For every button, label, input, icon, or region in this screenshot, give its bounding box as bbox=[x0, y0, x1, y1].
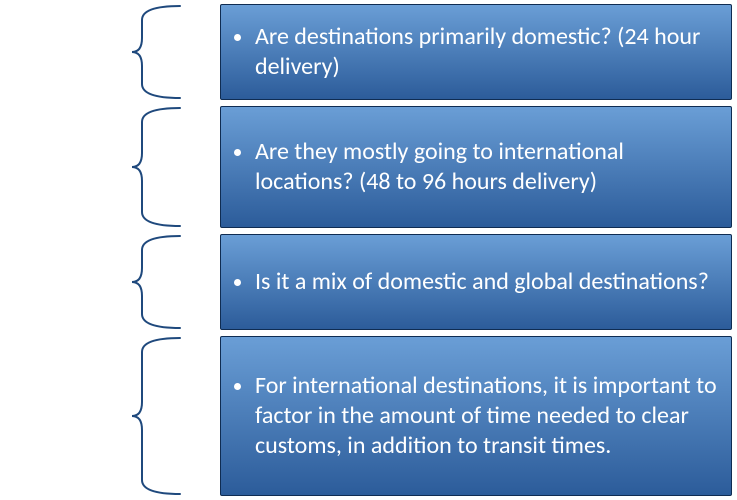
diagram-stage: Are destinations primarily domestic? (24… bbox=[0, 0, 737, 500]
info-box-text: Are they mostly going to international l… bbox=[255, 137, 721, 197]
brace-icon bbox=[0, 4, 182, 100]
info-box-text: Are destinations primarily domestic? (24… bbox=[255, 22, 721, 82]
info-box: Are they mostly going to international l… bbox=[220, 106, 732, 228]
info-box: Is it a mix of domestic and global desti… bbox=[220, 234, 732, 330]
info-box-text: Is it a mix of domestic and global desti… bbox=[255, 267, 721, 297]
info-box-text: For international destinations, it is im… bbox=[255, 371, 721, 461]
list-row: Is it a mix of domestic and global desti… bbox=[0, 234, 737, 330]
brace-icon bbox=[0, 336, 182, 496]
list-row: For international destinations, it is im… bbox=[0, 336, 737, 496]
brace-icon bbox=[0, 106, 182, 228]
list-row: Are they mostly going to international l… bbox=[0, 106, 737, 228]
list-row: Are destinations primarily domestic? (24… bbox=[0, 4, 737, 100]
info-box: Are destinations primarily domestic? (24… bbox=[220, 4, 732, 100]
info-box: For international destinations, it is im… bbox=[220, 336, 732, 496]
brace-icon bbox=[0, 234, 182, 330]
